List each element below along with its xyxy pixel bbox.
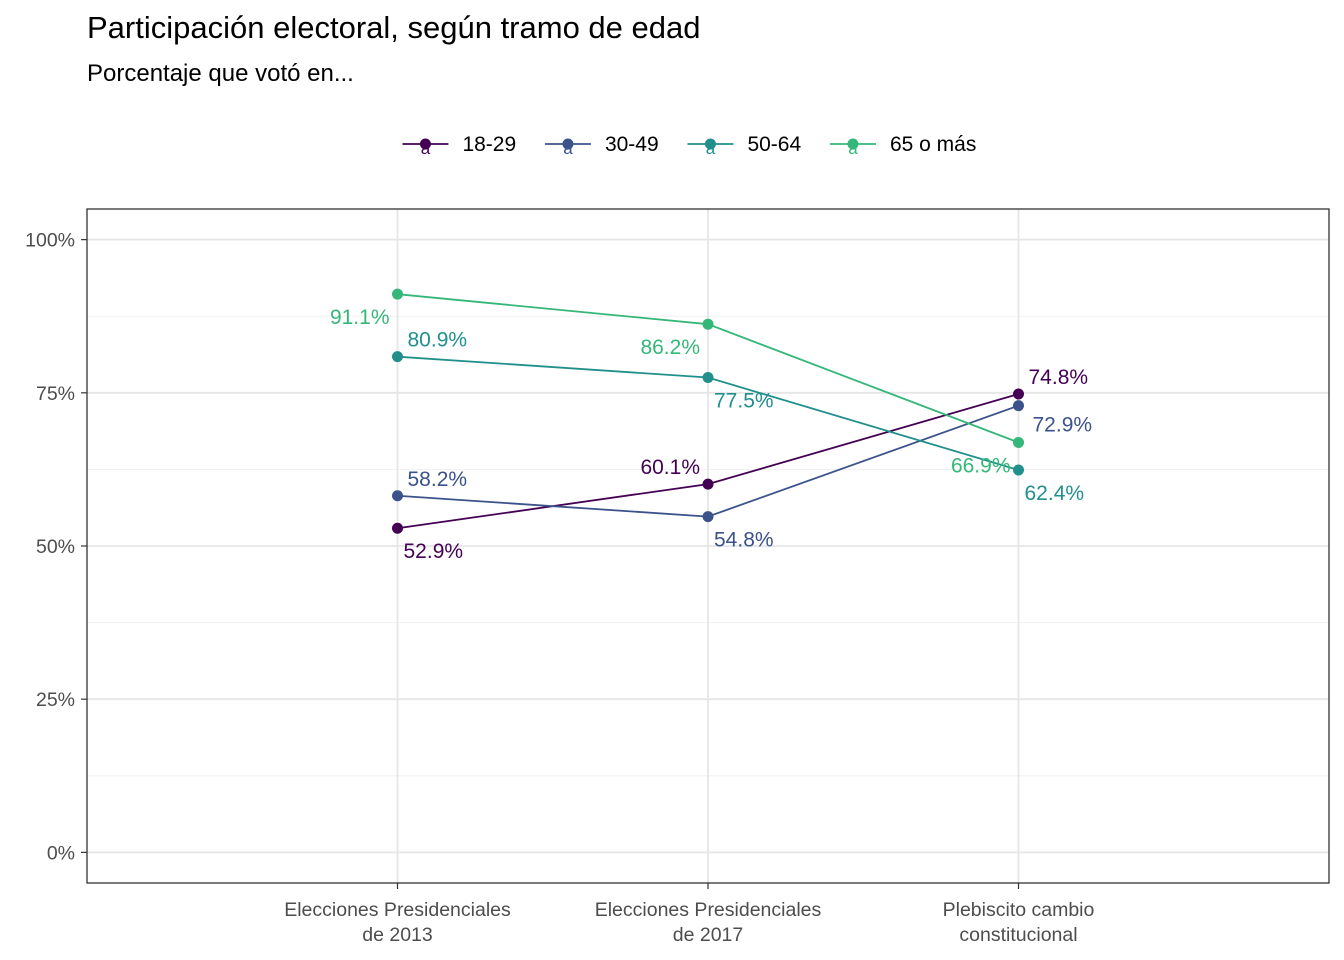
legend-key-glyph: a bbox=[563, 139, 573, 158]
legend: a 18-29 a 30-49 a 50-64 a 65 o más bbox=[402, 133, 976, 158]
legend-key-point bbox=[847, 138, 859, 150]
panel-border bbox=[86, 208, 1330, 884]
x-tick-label: de 2013 bbox=[362, 924, 433, 946]
legend-key-point bbox=[704, 138, 716, 150]
chart-subtitle: Porcentaje que votó en... bbox=[87, 60, 354, 87]
data-label: 74.8% bbox=[1029, 366, 1089, 389]
x-tick-label: Plebiscito cambio bbox=[943, 899, 1095, 921]
data-point bbox=[702, 318, 714, 330]
y-tick-label: 75% bbox=[36, 383, 75, 405]
x-tick-label: de 2017 bbox=[673, 924, 744, 946]
data-label: 60.1% bbox=[640, 456, 700, 479]
x-tick-label: constitucional bbox=[959, 924, 1077, 946]
data-point bbox=[392, 351, 403, 363]
data-point bbox=[702, 511, 714, 523]
data-label: 80.9% bbox=[408, 329, 468, 352]
data-point bbox=[392, 522, 403, 534]
y-tick-label: 0% bbox=[47, 842, 75, 864]
data-label: 66.9% bbox=[951, 454, 1011, 477]
y-tick-label: 100% bbox=[25, 230, 75, 252]
y-tick-label: 50% bbox=[36, 536, 75, 558]
data-label: 86.2% bbox=[640, 336, 700, 359]
legend-key-point bbox=[419, 138, 431, 150]
x-tick-label: Elecciones Presidenciales bbox=[595, 899, 822, 921]
data-point bbox=[702, 478, 714, 490]
data-label: 58.2% bbox=[408, 468, 468, 491]
data-label: 72.9% bbox=[1033, 414, 1093, 437]
legend-label: 30-49 bbox=[605, 133, 659, 156]
plot-panel: 0% 25% 50% 75% 100% Elecciones Presidenciales… bbox=[25, 208, 1330, 946]
x-tick-label: Elecciones Presidenciales bbox=[284, 899, 511, 921]
chart-title: Participación electoral, según tramo de … bbox=[87, 10, 701, 45]
legend-item: a 30-49 bbox=[544, 133, 659, 158]
data-label: 62.4% bbox=[1025, 482, 1085, 505]
data-label: 91.1% bbox=[330, 306, 390, 329]
legend-key-glyph: a bbox=[848, 139, 858, 158]
data-label: 77.5% bbox=[714, 390, 774, 413]
legend-key-glyph: a bbox=[421, 139, 431, 158]
legend-item: a 18-29 bbox=[402, 133, 516, 158]
data-point bbox=[392, 288, 403, 300]
data-point bbox=[392, 490, 403, 502]
data-point bbox=[702, 372, 714, 383]
data-point bbox=[1013, 388, 1024, 400]
legend-item: a 50-64 bbox=[687, 133, 801, 158]
legend-key-glyph: a bbox=[706, 139, 716, 158]
data-label: 54.8% bbox=[714, 529, 774, 552]
legend-item: a 65 o más bbox=[829, 133, 976, 158]
legend-label: 18-29 bbox=[462, 133, 516, 156]
data-point bbox=[1013, 436, 1024, 448]
data-point bbox=[1013, 400, 1024, 412]
data-label: 52.9% bbox=[404, 540, 464, 563]
legend-label: 50-64 bbox=[747, 133, 801, 156]
y-tick-label: 25% bbox=[36, 689, 75, 711]
legend-key-point bbox=[562, 138, 574, 150]
legend-label: 65 o más bbox=[890, 133, 976, 156]
data-point bbox=[1013, 464, 1024, 476]
